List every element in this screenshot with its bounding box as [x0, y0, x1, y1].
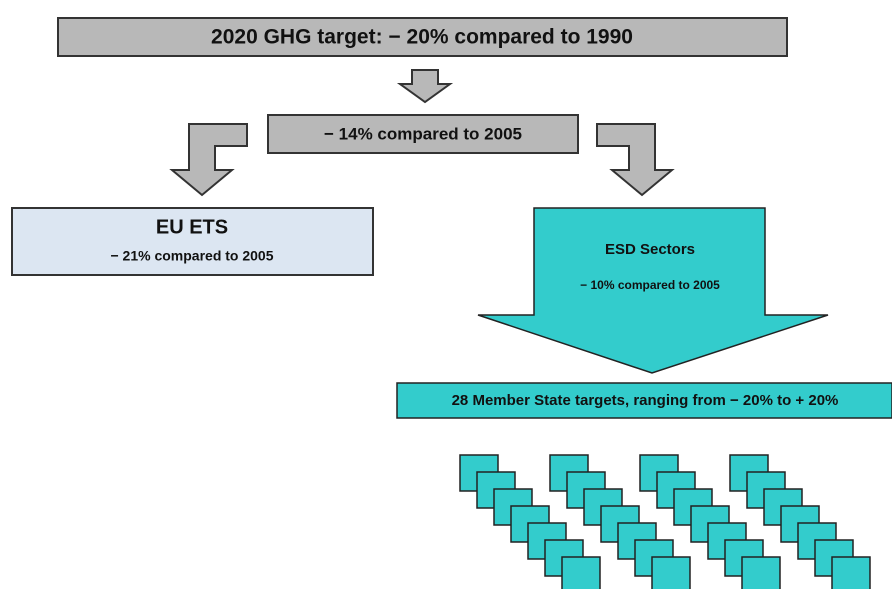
eu-ets-box [11, 207, 374, 276]
eu-ets-label: − 21% compared to 2005 [110, 248, 273, 264]
down-arrow [396, 69, 454, 104]
mid-label: − 14% compared to 2005 [324, 124, 522, 143]
esd-arrow [477, 207, 829, 374]
member-state-square [741, 556, 781, 589]
member-state-square [651, 556, 691, 589]
left-arrow [169, 123, 248, 197]
member-states-box [396, 382, 892, 419]
member-state-square [561, 556, 601, 589]
eu-ets-title: EU ETS [156, 216, 228, 238]
esd-title: ESD Sectors [605, 241, 695, 258]
top-box [57, 17, 788, 57]
top-label: 2020 GHG target: − 20% compared to 1990 [211, 26, 633, 49]
esd-label: − 10% compared to 2005 [580, 278, 720, 292]
right-arrow [596, 123, 675, 197]
member-state-square [831, 556, 871, 589]
member-state-squares [459, 454, 871, 589]
mid-box [267, 114, 579, 154]
member-states-label: 28 Member State targets, ranging from − … [452, 392, 839, 409]
